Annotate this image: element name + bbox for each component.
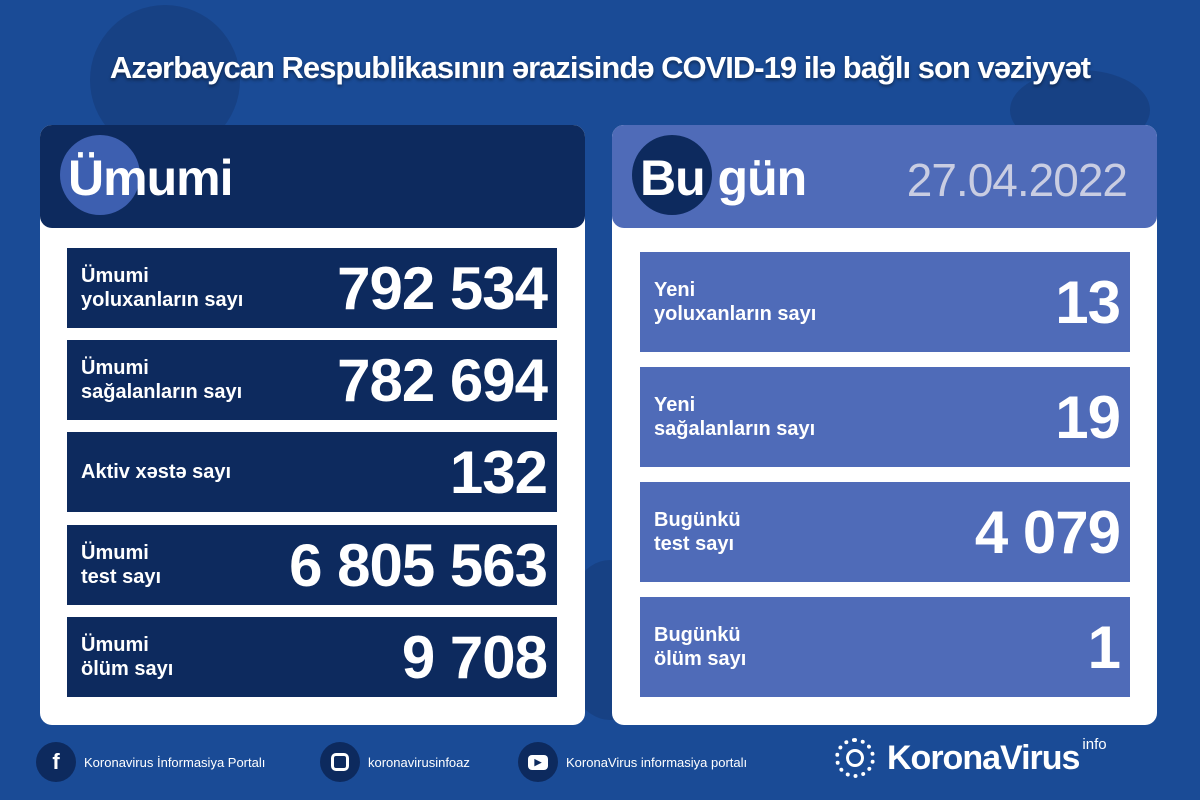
today-header: Bu gün 27.04.2022: [612, 125, 1157, 228]
stat-row: Yeni sağalanların sayı 19: [640, 367, 1130, 467]
logo-suffix: info: [1082, 736, 1107, 753]
logo-name: KoronaVirus: [887, 738, 1080, 777]
instagram-link[interactable]: koronavirusinfoaz: [320, 740, 470, 784]
facebook-text: Koronavirus İnformasiya Portalı: [84, 754, 266, 770]
page-title: Azərbaycan Respublikasının ərazisində CO…: [109, 50, 1091, 85]
stat-label: Bugünkü test sayı: [654, 509, 741, 555]
stat-value: 19: [1055, 383, 1121, 451]
stat-value: 6 805 563: [289, 531, 548, 599]
stat-label: Ümumi yoluxanların sayı: [81, 265, 244, 311]
virus-icon: [60, 135, 140, 215]
today-card: Bu gün 27.04.2022 Yeni yoluxanların sayı…: [612, 125, 1157, 725]
youtube-text: KoronaVirus informasiya portalı: [566, 754, 748, 770]
stat-label: Yeni sağalanların sayı: [654, 394, 816, 440]
stat-label: Bugünkü ölüm sayı: [654, 624, 747, 670]
total-card: Ümumi Ümumi yoluxanların sayı 792 534 Ümu…: [40, 125, 585, 725]
stat-value: 792 534: [337, 254, 548, 322]
instagram-text: koronavirusinfoaz: [368, 754, 470, 770]
stat-row: Ümumi ölüm sayı 9 708: [67, 617, 557, 697]
stat-label: Yeni yoluxanların sayı: [654, 279, 817, 325]
virus-icon: [632, 135, 712, 215]
sun-virus-icon: [835, 738, 875, 778]
stat-value: 132: [449, 438, 548, 506]
today-date: 27.04.2022: [906, 154, 1128, 206]
stat-row: Aktiv xəstə sayı 132: [67, 432, 557, 512]
stat-value: 1: [1087, 613, 1121, 681]
stat-value: 4 079: [974, 498, 1121, 566]
stat-row: Bugünkü ölüm sayı 1: [640, 597, 1130, 697]
youtube-icon: ▶: [518, 742, 558, 782]
stat-label: Ümumi sağalanların sayı: [81, 357, 243, 403]
stat-row: Yeni yoluxanların sayı 13: [640, 252, 1130, 352]
instagram-icon: [320, 742, 360, 782]
stat-value: 13: [1055, 268, 1121, 336]
today-heading: Bu gün: [640, 150, 807, 206]
total-heading: Ümumi: [68, 150, 233, 206]
stat-label: Aktiv xəstə sayı: [81, 461, 232, 483]
stat-value: 782 694: [337, 346, 548, 414]
stat-label: Ümumi ölüm sayı: [81, 634, 174, 680]
facebook-icon: f: [36, 742, 76, 782]
total-header: Ümumi: [40, 125, 585, 228]
stat-row: Ümumi yoluxanların sayı 792 534: [67, 248, 557, 328]
stat-label: Ümumi test sayı: [81, 542, 162, 588]
stat-row: Bugünkü test sayı 4 079: [640, 482, 1130, 582]
stat-row: Ümumi sağalanların sayı 782 694: [67, 340, 557, 420]
koronavirus-logo: KoronaVirus info: [835, 736, 1107, 778]
facebook-link[interactable]: f Koronavirus İnformasiya Portalı: [36, 740, 265, 784]
youtube-link[interactable]: ▶ KoronaVirus informasiya portalı: [518, 740, 747, 784]
stat-row: Ümumi test sayı 6 805 563: [67, 525, 557, 605]
stat-value: 9 708: [401, 623, 548, 691]
